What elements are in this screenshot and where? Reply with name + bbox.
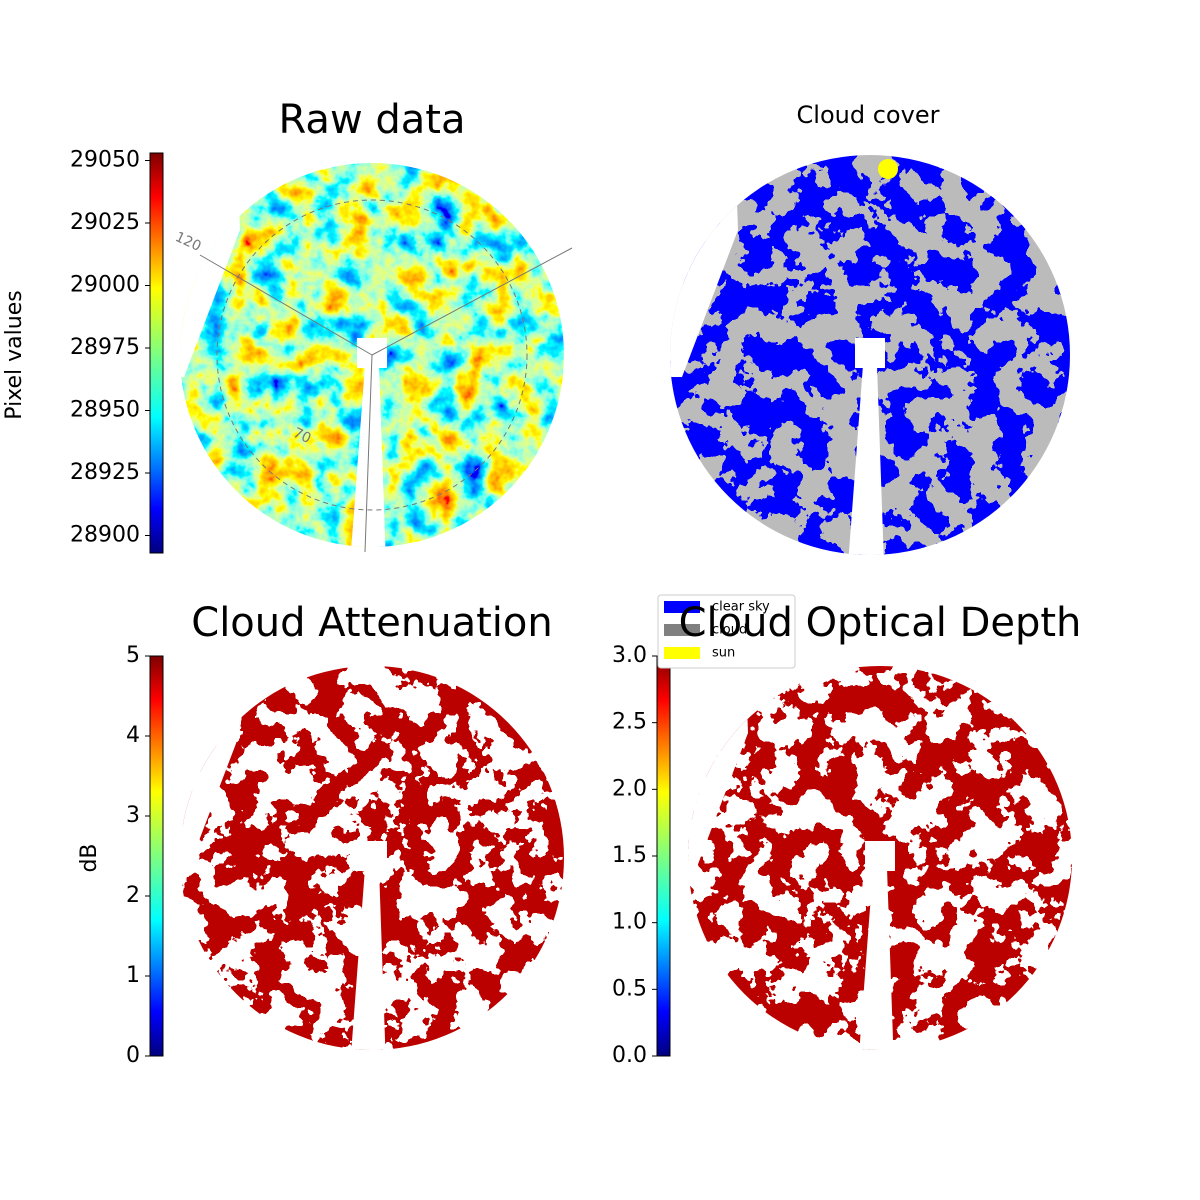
colorbar-tick-label: 4 [126,723,140,748]
mast-wedge [858,868,894,1050]
polar-line [371,247,573,356]
sun-marker [878,159,898,179]
mast-box [855,338,885,368]
colorbar-tick-label: 0 [126,1043,140,1068]
colorbar [149,152,164,554]
legend-label: clear sky [712,600,770,615]
legend-swatch [664,624,700,636]
colorbar-tick-label: 0.0 [612,1043,647,1068]
panel-title: Cloud Optical Depth [679,600,1082,646]
polar-line [364,354,373,553]
colorbar-tick-label: 2 [126,883,140,908]
mast-box [357,841,387,871]
colorbar-tick-label: 1.0 [612,910,647,935]
colorbar-tick-label: 2.0 [612,776,647,801]
colorbar-tick-label: 0.5 [612,976,647,1001]
mast-box [865,841,895,871]
colorbar-label: Pixel values [2,290,27,419]
colorbar-tick-label: 1 [126,963,140,988]
polar-label: 120 [173,229,204,255]
colorbar [656,655,671,1057]
mast-wedge [848,365,884,555]
polar-line [199,254,373,356]
colorbar-label: dB [77,843,102,872]
colorbar-tick-label: 2.5 [612,710,647,735]
colorbar [149,655,164,1057]
legend-swatch [664,601,700,613]
polar-label: 70 [291,425,314,447]
colorbar-tick-label: 1.5 [612,843,647,868]
panel-title: Cloud Attenuation [191,600,552,646]
colorbar-tick-label: 29000 [70,273,140,298]
sky-image [180,163,564,547]
polar-ring [216,199,528,511]
colorbar-tick-label: 28900 [70,523,140,548]
panel-title: Raw data [279,97,466,143]
mast-wedge [350,868,386,1050]
sky-image [688,666,1072,1050]
sky-image [180,666,564,1050]
colorbar-tick-label: 28925 [70,460,140,485]
panel-title: Cloud cover [797,101,940,129]
legend-label: cloud [712,623,747,638]
sky-image [670,155,1070,555]
colorbar-tick-label: 5 [126,643,140,668]
colorbar-tick-label: 3.0 [612,643,647,668]
colorbar-tick-label: 28975 [70,335,140,360]
colorbar-tick-label: 29050 [70,148,140,173]
colorbar-tick-label: 3 [126,803,140,828]
colorbar-tick-label: 29025 [70,210,140,235]
colorbar-tick-label: 28950 [70,398,140,423]
legend-label: sun [712,646,735,661]
legend-swatch [664,647,700,659]
